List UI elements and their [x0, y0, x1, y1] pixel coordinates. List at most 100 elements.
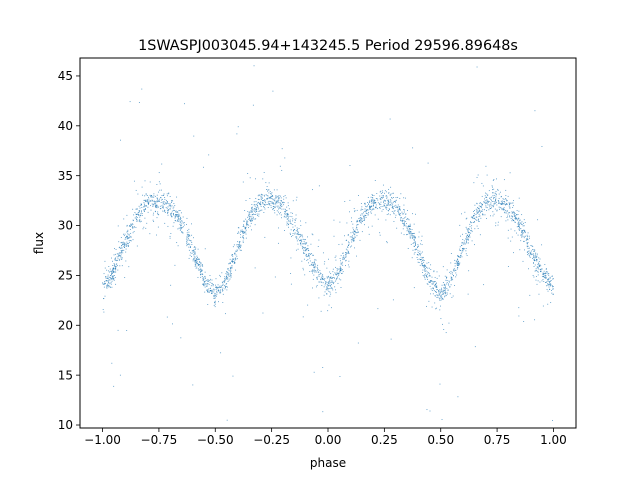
scatter-point: [225, 277, 227, 279]
scatter-point: [461, 241, 463, 243]
scatter-point: [438, 290, 440, 292]
scatter-point: [380, 197, 382, 199]
scatter-point: [132, 232, 134, 234]
scatter-point: [117, 259, 118, 261]
scatter-point: [196, 266, 198, 268]
scatter-point: [509, 203, 511, 205]
scatter-point: [275, 195, 276, 197]
scatter-point: [533, 254, 535, 256]
scatter-point: [369, 206, 371, 208]
scatter-point: [439, 295, 441, 296]
scatter-point: [328, 281, 330, 283]
scatter-point: [466, 237, 468, 239]
scatter-point: [274, 212, 276, 214]
scatter-point: [386, 195, 388, 197]
scatter-point: [338, 273, 340, 275]
scatter-point: [195, 247, 197, 249]
scatter-point: [308, 262, 309, 264]
scatter-point: [414, 237, 416, 239]
scatter-point: [277, 199, 279, 201]
scatter-point: [242, 226, 244, 227]
scatter-point: [427, 283, 429, 285]
scatter-point: [135, 216, 137, 218]
scatter-point: [121, 265, 123, 267]
scatter-point: [356, 235, 358, 237]
scatter-point: [544, 264, 546, 265]
scatter-point: [176, 242, 178, 244]
scatter-point: [186, 241, 187, 243]
scatter-point: [159, 205, 161, 207]
scatter-point: [515, 232, 517, 234]
scatter-point: [214, 302, 216, 304]
scatter-point: [383, 195, 384, 197]
scatter-point: [458, 256, 459, 257]
scatter-point: [195, 267, 197, 269]
scatter-point: [191, 234, 193, 236]
scatter-point: [432, 287, 434, 289]
scatter-point: [158, 214, 160, 216]
scatter-point: [121, 250, 123, 252]
scatter-point: [484, 214, 486, 216]
scatter-point: [470, 232, 472, 234]
scatter-point: [446, 292, 448, 294]
scatter-point: [478, 211, 480, 213]
scatter-point: [405, 213, 407, 215]
scatter-point: [478, 205, 480, 207]
scatter-point: [320, 310, 322, 312]
scatter-point: [146, 205, 148, 207]
scatter-point: [427, 278, 429, 280]
scatter-point: [177, 212, 179, 213]
scatter-point: [283, 216, 285, 218]
scatter-point: [157, 201, 159, 203]
scatter-point: [546, 281, 548, 283]
scatter-point: [385, 191, 387, 193]
scatter-point: [143, 211, 145, 212]
scatter-point: [180, 225, 182, 226]
scatter-point: [467, 229, 469, 231]
scatter-point: [279, 202, 281, 204]
scatter-point: [270, 193, 272, 195]
scatter-point: [515, 218, 516, 220]
scatter-point: [162, 203, 164, 205]
scatter-point: [547, 283, 549, 285]
scatter-point: [143, 226, 145, 228]
scatter-point: [319, 273, 321, 275]
scatter-point: [256, 204, 258, 206]
scatter-point: [540, 270, 542, 272]
scatter-point: [436, 294, 438, 296]
scatter-point: [124, 233, 126, 235]
scatter-point: [313, 262, 315, 264]
scatter-point: [552, 278, 554, 280]
scatter-point: [202, 283, 204, 285]
scatter-point: [374, 180, 376, 181]
scatter-point: [529, 256, 531, 258]
scatter-point: [347, 264, 349, 266]
scatter-point: [254, 204, 256, 206]
scatter-point: [134, 217, 136, 219]
scatter-point: [132, 239, 134, 241]
scatter-point: [302, 269, 304, 271]
scatter-point: [469, 234, 471, 236]
scatter-point: [193, 258, 195, 260]
scatter-point: [359, 222, 361, 224]
scatter-point: [459, 224, 461, 226]
scatter-point: [180, 217, 182, 219]
scatter-point: [196, 258, 198, 260]
scatter-point: [421, 251, 423, 253]
scatter-point: [268, 192, 270, 194]
scatter-point: [166, 316, 168, 318]
x-tick-label: 1.00: [540, 433, 567, 447]
scatter-point: [121, 257, 123, 259]
scatter-point: [507, 266, 509, 267]
scatter-point: [183, 222, 185, 224]
scatter-point: [324, 278, 326, 280]
scatter-point: [180, 217, 181, 219]
scatter-point: [436, 282, 437, 284]
scatter-point: [249, 216, 251, 218]
scatter-point: [466, 239, 468, 241]
scatter-point: [434, 295, 436, 297]
scatter-point: [417, 254, 419, 256]
scatter-point: [192, 258, 194, 260]
scatter-point: [136, 218, 138, 220]
